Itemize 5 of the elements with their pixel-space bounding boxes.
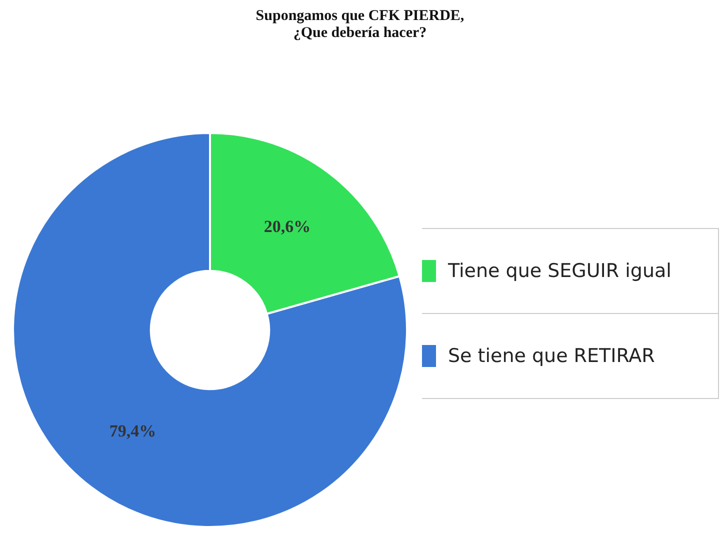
data-label: 20,6%	[264, 217, 311, 236]
legend-label: Se tiene que RETIRAR	[448, 345, 655, 367]
legend-label: Tiene que SEGUIR igual	[448, 260, 672, 282]
chart-title: Supongamos que CFK PIERDE, ¿Que debería hacer?	[254, 8, 466, 42]
data-label: 79,4%	[109, 422, 156, 441]
